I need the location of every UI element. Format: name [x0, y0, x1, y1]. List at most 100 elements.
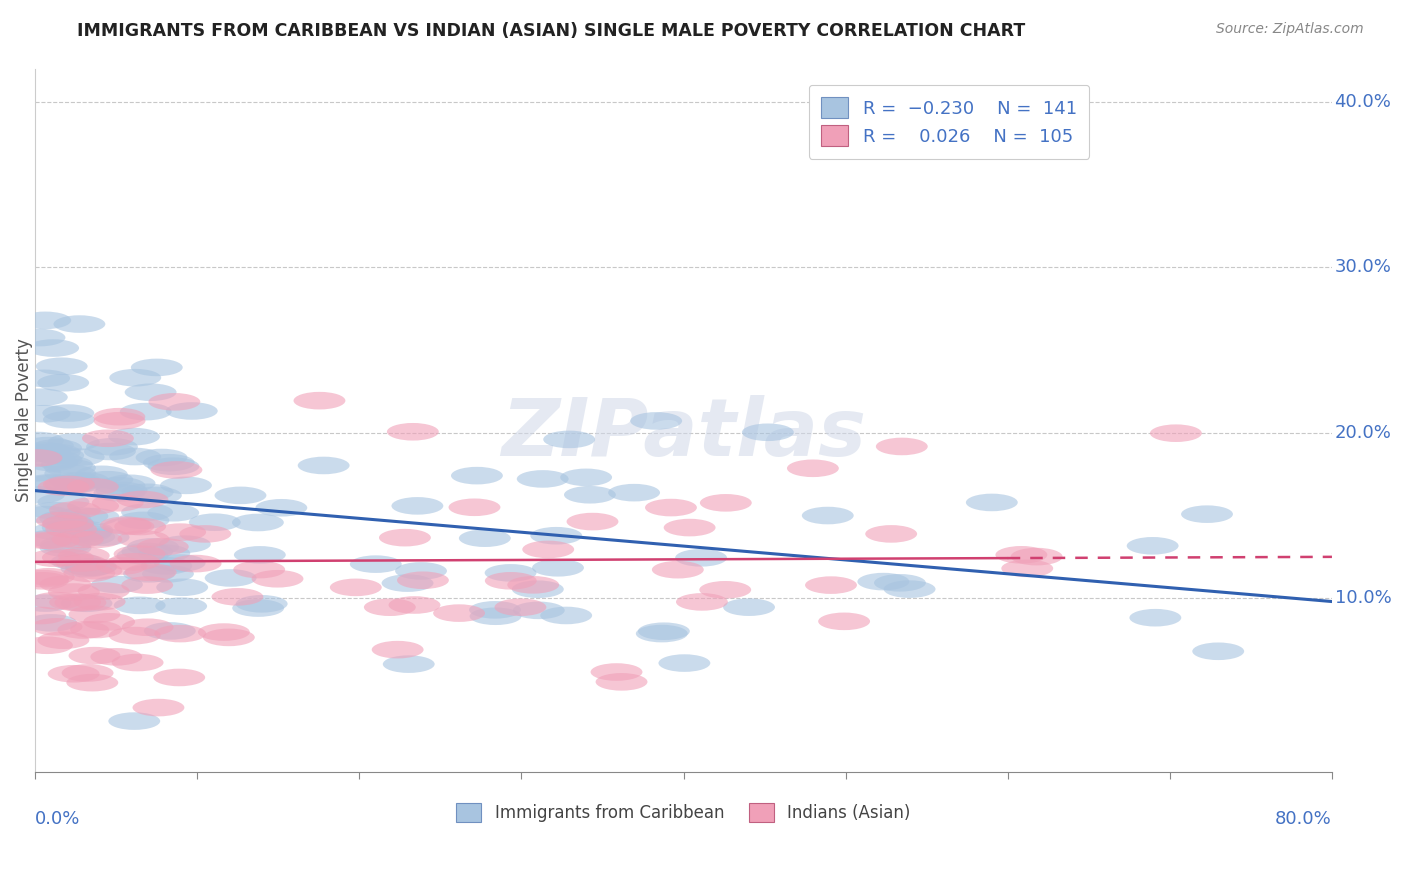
- Ellipse shape: [865, 525, 917, 542]
- Ellipse shape: [27, 339, 79, 357]
- Ellipse shape: [350, 556, 402, 573]
- Ellipse shape: [48, 583, 100, 601]
- Ellipse shape: [1129, 609, 1181, 626]
- Ellipse shape: [28, 549, 80, 567]
- Ellipse shape: [77, 528, 129, 546]
- Ellipse shape: [135, 449, 187, 467]
- Ellipse shape: [155, 624, 207, 642]
- Ellipse shape: [108, 553, 160, 571]
- Ellipse shape: [564, 486, 616, 504]
- Text: 20.0%: 20.0%: [1334, 424, 1392, 442]
- Ellipse shape: [18, 369, 70, 387]
- Ellipse shape: [32, 447, 84, 464]
- Ellipse shape: [470, 607, 522, 625]
- Ellipse shape: [67, 478, 118, 496]
- Ellipse shape: [495, 599, 547, 616]
- Ellipse shape: [995, 546, 1047, 564]
- Ellipse shape: [396, 572, 449, 589]
- Ellipse shape: [543, 431, 595, 448]
- Ellipse shape: [155, 524, 207, 541]
- Ellipse shape: [76, 466, 128, 483]
- Ellipse shape: [84, 442, 136, 460]
- Ellipse shape: [858, 573, 910, 591]
- Ellipse shape: [252, 570, 304, 588]
- Ellipse shape: [38, 493, 90, 511]
- Ellipse shape: [58, 621, 110, 639]
- Ellipse shape: [540, 607, 592, 624]
- Ellipse shape: [44, 459, 96, 476]
- Ellipse shape: [388, 596, 440, 614]
- Ellipse shape: [82, 429, 134, 447]
- Ellipse shape: [658, 654, 710, 672]
- Ellipse shape: [1181, 506, 1233, 523]
- Ellipse shape: [141, 557, 193, 574]
- Ellipse shape: [449, 499, 501, 516]
- Ellipse shape: [294, 392, 346, 409]
- Ellipse shape: [58, 472, 110, 490]
- Ellipse shape: [62, 665, 114, 681]
- Ellipse shape: [723, 599, 775, 616]
- Ellipse shape: [159, 535, 211, 553]
- Ellipse shape: [233, 561, 285, 578]
- Ellipse shape: [100, 516, 152, 534]
- Ellipse shape: [801, 507, 853, 524]
- Ellipse shape: [86, 438, 138, 456]
- Ellipse shape: [1126, 537, 1178, 555]
- Ellipse shape: [233, 546, 285, 564]
- Ellipse shape: [53, 315, 105, 333]
- Ellipse shape: [512, 581, 564, 598]
- Ellipse shape: [298, 457, 350, 475]
- Ellipse shape: [39, 536, 91, 554]
- Ellipse shape: [49, 501, 101, 519]
- Ellipse shape: [27, 475, 79, 492]
- Ellipse shape: [91, 494, 143, 511]
- Ellipse shape: [28, 532, 80, 549]
- Ellipse shape: [215, 486, 266, 504]
- Ellipse shape: [20, 442, 70, 460]
- Ellipse shape: [876, 438, 928, 455]
- Ellipse shape: [91, 575, 143, 593]
- Text: 30.0%: 30.0%: [1334, 258, 1392, 277]
- Ellipse shape: [395, 562, 447, 580]
- Ellipse shape: [875, 574, 927, 591]
- Ellipse shape: [55, 554, 107, 572]
- Ellipse shape: [114, 517, 166, 535]
- Ellipse shape: [381, 574, 433, 592]
- Ellipse shape: [21, 637, 73, 654]
- Ellipse shape: [51, 553, 103, 570]
- Ellipse shape: [77, 582, 129, 599]
- Ellipse shape: [104, 475, 156, 492]
- Ellipse shape: [44, 411, 94, 428]
- Ellipse shape: [117, 547, 169, 565]
- Ellipse shape: [65, 558, 117, 575]
- Ellipse shape: [645, 499, 697, 516]
- Ellipse shape: [148, 458, 200, 475]
- Ellipse shape: [90, 648, 142, 665]
- Ellipse shape: [485, 572, 537, 590]
- Ellipse shape: [1192, 642, 1244, 660]
- Ellipse shape: [58, 547, 110, 565]
- Ellipse shape: [73, 593, 125, 610]
- Ellipse shape: [45, 520, 97, 538]
- Ellipse shape: [513, 601, 565, 619]
- Ellipse shape: [22, 568, 75, 585]
- Ellipse shape: [94, 477, 145, 494]
- Ellipse shape: [121, 503, 173, 521]
- Ellipse shape: [14, 329, 66, 346]
- Ellipse shape: [451, 467, 503, 484]
- Ellipse shape: [55, 594, 107, 611]
- Ellipse shape: [121, 542, 173, 560]
- Ellipse shape: [153, 669, 205, 686]
- Ellipse shape: [160, 476, 212, 494]
- Ellipse shape: [371, 640, 423, 658]
- Ellipse shape: [787, 459, 839, 477]
- Ellipse shape: [150, 461, 202, 479]
- Ellipse shape: [211, 588, 263, 606]
- Ellipse shape: [39, 510, 91, 527]
- Ellipse shape: [39, 540, 91, 557]
- Ellipse shape: [31, 592, 83, 609]
- Ellipse shape: [10, 464, 62, 482]
- Ellipse shape: [63, 565, 115, 582]
- Ellipse shape: [38, 374, 89, 392]
- Ellipse shape: [531, 559, 583, 576]
